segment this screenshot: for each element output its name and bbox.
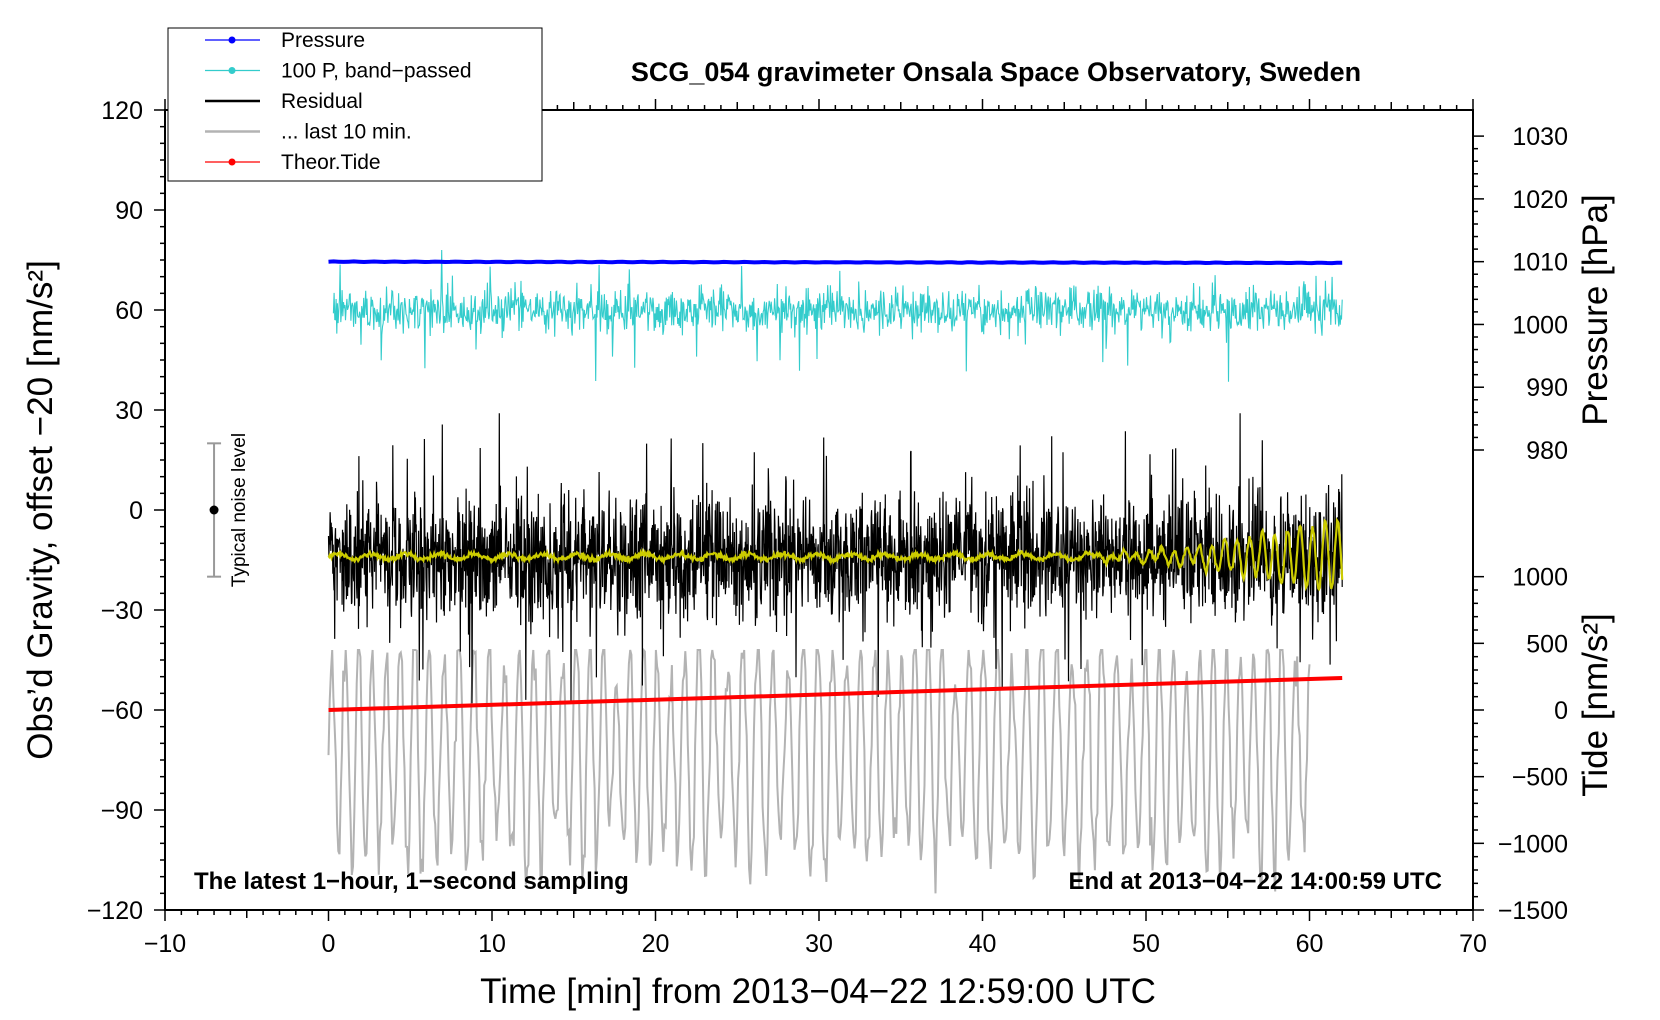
- series-band-passed-pressure: [332, 249, 1343, 382]
- y-tide-tick-label: −1500: [1498, 897, 1568, 925]
- y-pressure-tick-label: 980: [1526, 437, 1568, 465]
- annotation-end-time: End at 2013−04−22 14:00:59 UTC: [1068, 868, 1442, 895]
- tick-layer: −10 0 10 20 30 40 50 60 701209060300−30−60−90−12…: [87, 97, 1568, 958]
- y-left-tick-label: −120: [87, 897, 143, 925]
- y-left-tick-label: −60: [101, 697, 143, 725]
- y-pressure-tick-label: 1030: [1512, 123, 1568, 151]
- x-tick-label: 50: [1132, 930, 1160, 958]
- y-pressure-tick-label: 1020: [1512, 186, 1568, 214]
- legend-label: ... last 10 min.: [281, 121, 412, 144]
- series-layer: [327, 249, 1344, 894]
- y-left-tick-label: −30: [101, 597, 143, 625]
- legend-label: Theor.Tide: [281, 151, 381, 174]
- y-tide-tick-label: 500: [1526, 630, 1568, 658]
- legend-marker: [228, 158, 236, 166]
- y-tide-tick-label: −1000: [1498, 830, 1568, 858]
- noise-label: Typical noise level: [229, 433, 250, 587]
- x-tick-label: 40: [969, 930, 997, 958]
- x-tick-label: 60: [1296, 930, 1324, 958]
- series-pressure: [328, 259, 1343, 266]
- y-left-tick-label: 30: [115, 397, 143, 425]
- x-tick-label: 10: [478, 930, 506, 958]
- legend-marker: [228, 36, 236, 44]
- series-last-10-min: [327, 647, 1311, 894]
- x-axis-title: Time [min] from 2013−04−22 12:59:00 UTC: [480, 972, 1156, 1011]
- y-left-tick-label: 120: [101, 97, 143, 125]
- y-axis-pressure-title: Pressure [hPa]: [1576, 194, 1615, 426]
- x-tick-label: 20: [642, 930, 670, 958]
- y-axis-tide-title: Tide [nm/s²]: [1576, 613, 1615, 796]
- y-tide-tick-label: −500: [1512, 764, 1568, 792]
- series-residual-smoothed: [327, 517, 1344, 592]
- y-pressure-tick-label: 1000: [1512, 311, 1568, 339]
- x-tick-label: −10: [144, 930, 186, 958]
- y-pressure-tick-label: 1010: [1512, 249, 1568, 277]
- chart-title: SCG_054 gravimeter Onsala Space Observat…: [631, 57, 1361, 87]
- legend-label: Residual: [281, 90, 363, 113]
- noise-bar-dot: [209, 505, 219, 515]
- y-tide-tick-label: 0: [1554, 697, 1568, 725]
- y-tide-tick-label: 1000: [1512, 564, 1568, 592]
- legend-marker: [228, 67, 236, 74]
- x-tick-label: 0: [322, 930, 336, 958]
- x-tick-label: 30: [805, 930, 833, 958]
- annotation-sampling: The latest 1−hour, 1−second sampling: [194, 868, 629, 895]
- legend-box: [167, 27, 543, 182]
- series-theoretical-tide: [328, 676, 1343, 712]
- y-pressure-tick-label: 990: [1526, 374, 1568, 402]
- legend-label: 100 P, band−passed: [281, 60, 472, 83]
- y-left-tick-label: 0: [129, 497, 143, 525]
- x-tick-label: 70: [1459, 930, 1487, 958]
- y-left-tick-label: 60: [115, 297, 143, 325]
- y-left-tick-label: 90: [115, 197, 143, 225]
- legend: Pressure 100 P, band−passed Residual ... la…: [167, 27, 543, 182]
- noise-indicator: Typical noise level: [207, 433, 250, 587]
- y-left-tick-label: −90: [101, 797, 143, 825]
- y-axis-left-title: Obs’d Gravity, offset −20 [nm/s²]: [21, 260, 60, 760]
- legend-label: Pressure: [281, 29, 365, 52]
